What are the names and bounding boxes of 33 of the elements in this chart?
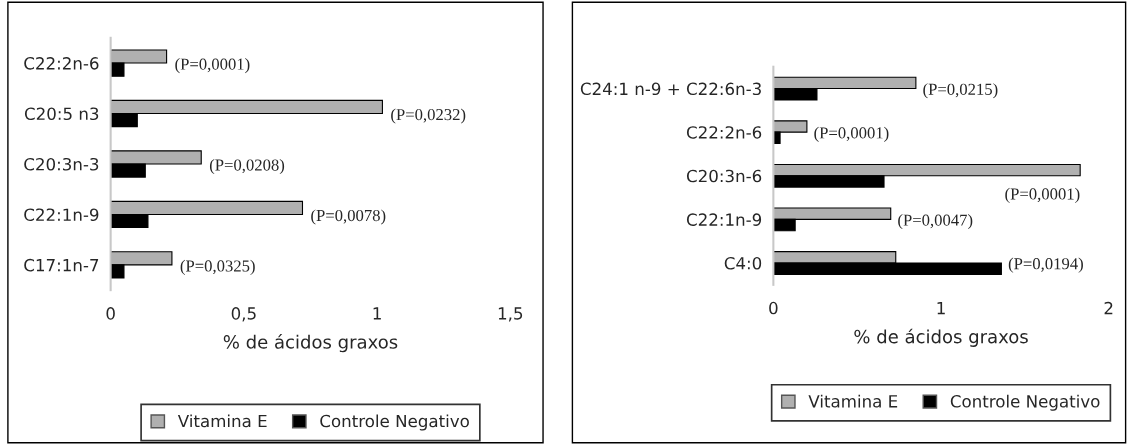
annotation: (P=0,0078) [311, 209, 386, 225]
y-tick-label: C17:1n-7 [24, 258, 99, 272]
y-tick-label: C20:3n-3 [24, 157, 99, 171]
annotation: (P=0,0208) [209, 158, 285, 175]
x-tick-label: 0 [106, 307, 115, 320]
x-tick-label: 0,5 [231, 307, 256, 322]
annotation: (P=0,0325) [180, 259, 255, 275]
legend-label: Vitamina E [177, 414, 267, 428]
annotation: (P=0,0001) [1005, 187, 1080, 203]
y-tick-label: C4:0 [724, 256, 762, 270]
x-tick-label: 1 [373, 307, 381, 320]
y-tick-label: C22:1n-9 [24, 208, 99, 222]
annotation: (P=0,0001) [175, 58, 250, 74]
x-axis-title: % de ácidos graxos [854, 328, 1028, 347]
legend-label: Controle Negativo [950, 394, 1100, 411]
annotation: (P=0,0232) [391, 108, 466, 124]
annotation: (P=0,0215) [923, 83, 998, 99]
x-tick-label: 0 [769, 301, 778, 315]
annotation: (P=0,0047) [898, 214, 973, 230]
y-tick-label: C22:1n-9 [686, 213, 762, 226]
y-tick-label: C24:1 n-9 + C22:6n-3 [580, 82, 761, 96]
y-tick-label: C20:3n-6 [686, 169, 762, 183]
annotation: (P=0,0001) [814, 126, 889, 142]
y-tick-label: C22:2n-6 [686, 126, 762, 139]
legend-label: Controle Negativo [320, 414, 469, 431]
legend-label: Vitamina E [808, 394, 898, 408]
y-tick-label: C22:2n-6 [24, 57, 99, 70]
x-tick-label: 2 [1104, 301, 1113, 315]
x-axis-title: % de ácidos graxos [223, 334, 398, 353]
y-tick-label: C20:5 n3 [24, 107, 99, 121]
x-tick-label: 1,5 [498, 307, 523, 322]
annotation: (P=0,0194) [1008, 257, 1083, 273]
x-tick-label: 1 [937, 301, 945, 315]
